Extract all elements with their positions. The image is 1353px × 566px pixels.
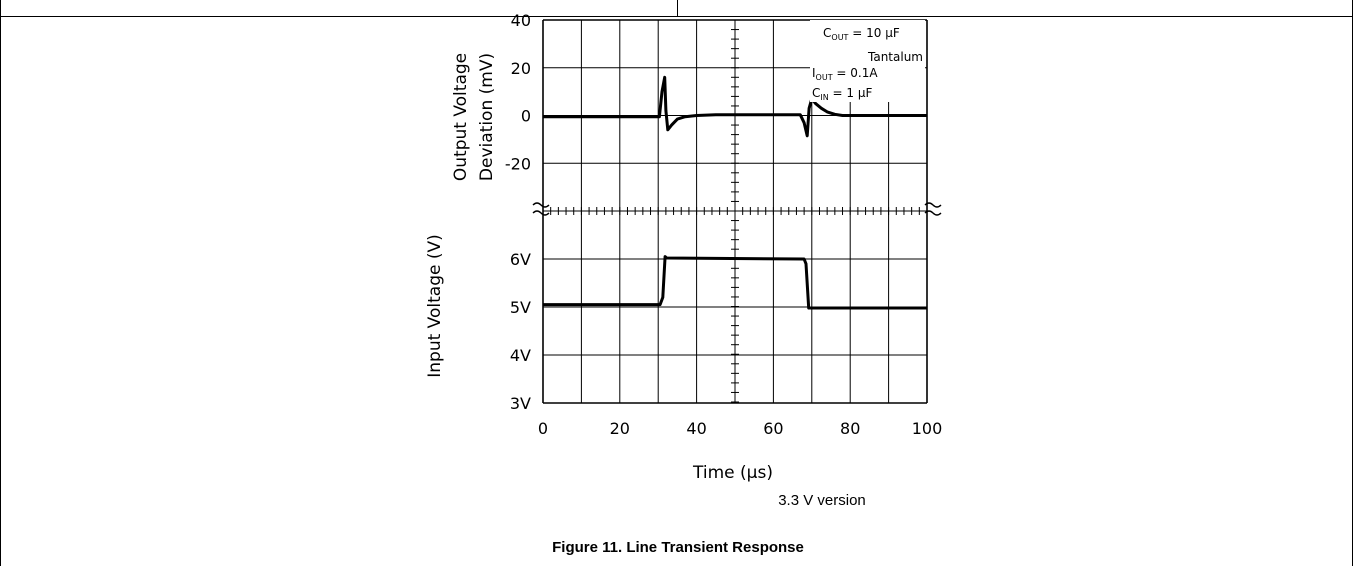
x-axis-title: Time (µs) bbox=[692, 463, 773, 483]
bottom-y-tick-label: 5V bbox=[510, 298, 531, 317]
top-y-tick-label: 40 bbox=[511, 11, 531, 30]
x-tick-label: 100 bbox=[912, 419, 943, 438]
top-ylabel-line2: Deviation (mV) bbox=[477, 53, 497, 181]
break-mark-left bbox=[532, 202, 550, 216]
break-mark-right bbox=[924, 202, 942, 216]
bottom-y-tick-label: 4V bbox=[510, 346, 531, 365]
bottom-y-tick-label: 6V bbox=[510, 250, 531, 269]
input-voltage-line bbox=[543, 255, 927, 310]
x-tick-label: 80 bbox=[840, 419, 860, 438]
legend-box bbox=[810, 20, 925, 102]
center-minor-ticks bbox=[542, 19, 928, 403]
x-tick-label: 0 bbox=[538, 419, 548, 438]
bottom-ylabel: Input Voltage (V) bbox=[425, 234, 445, 378]
bottom-y-tick-label: 3V bbox=[510, 394, 531, 413]
figure-caption: Figure 11. Line Transient Response bbox=[552, 539, 804, 556]
top-y-tick-label: 20 bbox=[511, 59, 531, 78]
tick-labels: 0 20 40 60 80 100 40 20 0 -20 6V 5V 4V 3V bbox=[505, 11, 942, 438]
x-tick-label: 60 bbox=[763, 419, 783, 438]
output-deviation-line bbox=[543, 75, 927, 138]
version-note: 3.3 V version bbox=[778, 492, 866, 509]
x-tick-label: 20 bbox=[610, 419, 630, 438]
top-ylabel-line1: Output Voltage bbox=[451, 53, 471, 181]
legend-iout: IOUT = 0.1A bbox=[812, 66, 878, 82]
legend-tantalum: Tantalum bbox=[867, 50, 923, 64]
axis-break bbox=[532, 202, 942, 216]
x-tick-label: 40 bbox=[686, 419, 706, 438]
top-y-tick-label: -20 bbox=[505, 154, 531, 173]
legend-cin: CIN = 1 µF bbox=[812, 86, 873, 102]
series-group bbox=[543, 75, 927, 310]
legend-cout: COUT = 10 µF bbox=[823, 26, 900, 42]
top-y-tick-label: 0 bbox=[521, 107, 531, 126]
